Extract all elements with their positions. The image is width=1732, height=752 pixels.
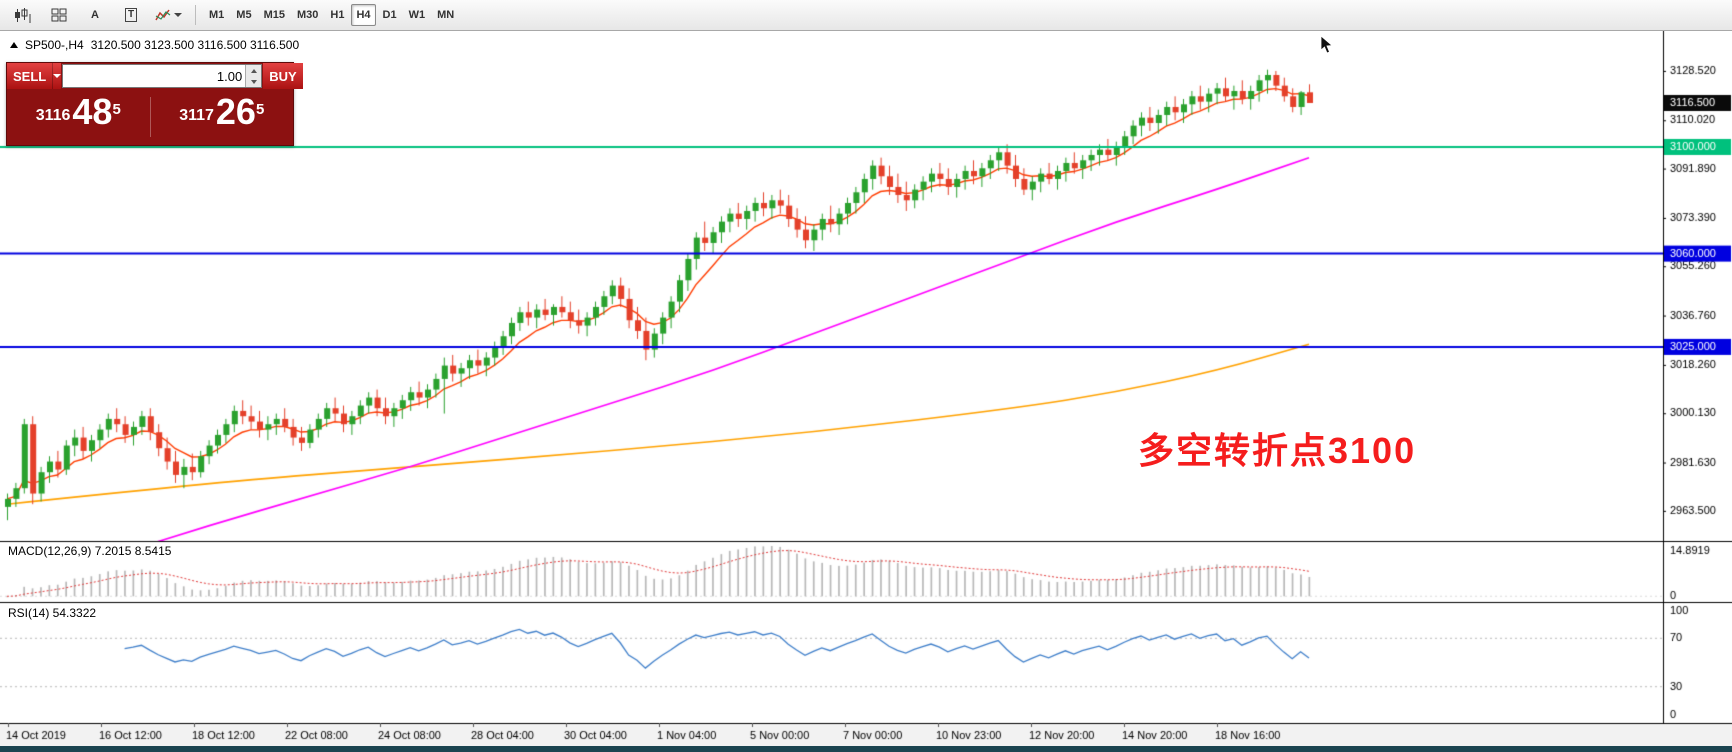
price-annotation: 多空转折点3100 [1138, 430, 1417, 471]
text-label-tool-button[interactable]: T [114, 3, 148, 27]
buy-button[interactable]: BUY [263, 63, 303, 89]
toolbar-separator [195, 5, 196, 25]
symbol-timeframe-label: SP500-,H4 [25, 38, 84, 52]
bid-quote: 3116 48 5 [7, 91, 150, 137]
chart-canvas[interactable] [0, 31, 1732, 746]
ask-small-digits: 3117 [179, 106, 214, 124]
grid-icon[interactable] [42, 3, 76, 27]
main-toolbar: A T M1 M5 M15 M30 H1 H4 D1 W1 MN [0, 0, 1732, 31]
ask-quote: 3117 26 5 [151, 91, 294, 137]
volume-step-up[interactable] [246, 65, 262, 76]
indicator-zigzag-icon [155, 9, 171, 20]
text-label-tool-label: T [124, 8, 138, 22]
tf-mn-button[interactable]: MN [432, 4, 459, 26]
one-click-trade-panel: SELL BUY 3116 48 5 3117 26 5 [6, 62, 303, 146]
bid-pip-digit: 5 [112, 101, 121, 119]
rsi-indicator-label: RSI(14) 54.3322 [8, 606, 97, 620]
tf-m1-button[interactable]: M1 [204, 4, 229, 26]
ask-pip-digit: 5 [255, 101, 265, 119]
window-bottom-edge [0, 746, 1732, 752]
quote-divider [149, 97, 151, 137]
chevron-down-icon [53, 74, 62, 78]
volume-step-down[interactable] [246, 76, 262, 87]
tf-h4-button[interactable]: H4 [351, 4, 376, 26]
indicators-button[interactable] [150, 3, 187, 27]
tf-m15-button[interactable]: M15 [259, 4, 290, 26]
cursor-tool-label: A [91, 9, 99, 21]
arrow-down-icon [250, 79, 257, 84]
chart-type-icon[interactable] [6, 3, 40, 27]
tf-w1-button[interactable]: W1 [404, 4, 431, 26]
bid-big-digits: 48 [72, 91, 113, 133]
ohlc-values-label: 3120.500 3123.500 3116.500 3116.500 [90, 38, 300, 52]
sell-dropdown-button[interactable] [52, 63, 62, 89]
volume-box [62, 64, 263, 88]
chevron-down-icon [174, 13, 182, 17]
volume-input[interactable] [63, 65, 246, 87]
mouse-cursor [1320, 35, 1334, 59]
tf-h1-button[interactable]: H1 [325, 4, 349, 26]
sell-button[interactable]: SELL [7, 63, 53, 89]
tf-d1-button[interactable]: D1 [378, 4, 402, 26]
volume-stepper[interactable] [245, 65, 262, 87]
bid-small-digits: 3116 [35, 106, 71, 124]
tf-m30-button[interactable]: M30 [292, 4, 323, 26]
tf-m5-button[interactable]: M5 [231, 4, 256, 26]
macd-indicator-label: MACD(12,26,9) 7.2015 8.5415 [8, 544, 172, 558]
chart-title: SP500-,H4 3120.500 3123.500 3116.500 311… [10, 38, 299, 52]
ask-big-digits: 26 [215, 91, 256, 133]
collapse-icon[interactable] [10, 42, 18, 48]
cursor-tool-button[interactable]: A [78, 3, 112, 27]
arrow-up-icon [250, 68, 257, 73]
